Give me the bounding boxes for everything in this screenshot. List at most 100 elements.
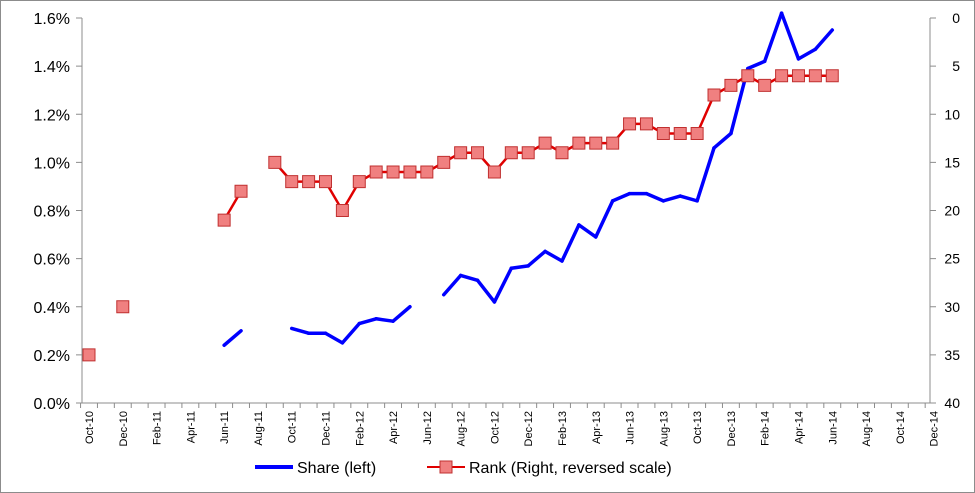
left-tick-label: 0.6% xyxy=(34,252,70,269)
rank-point xyxy=(116,300,130,314)
x-tick-label: Aug-12 xyxy=(456,411,468,446)
x-tick-label: Feb-14 xyxy=(760,411,772,446)
series-0-segment xyxy=(458,273,480,283)
rank-point xyxy=(589,136,603,150)
rank-point xyxy=(403,165,417,179)
x-tick-label: Oct-11 xyxy=(287,411,299,443)
series-0-segment xyxy=(222,329,243,347)
x-tick-label: Apr-12 xyxy=(388,411,400,444)
series-layer xyxy=(82,11,839,362)
series-0-segment xyxy=(796,47,818,61)
rank-point xyxy=(724,78,738,92)
series-0-segment xyxy=(374,317,395,323)
right-tick-label: 30 xyxy=(944,299,960,315)
rank-point xyxy=(234,184,248,198)
x-tick-label: Jun-12 xyxy=(422,411,434,445)
x-tick-label: Oct-12 xyxy=(489,411,501,444)
legend-rank-swatch-marker xyxy=(439,460,453,474)
left-tick-label: 0.4% xyxy=(34,300,70,317)
series-0-segment xyxy=(340,321,362,345)
right-tick-label: 20 xyxy=(944,203,960,219)
series-0-segment xyxy=(746,59,767,71)
rank-point xyxy=(352,175,366,189)
x-tick-label: Apr-13 xyxy=(591,411,603,444)
rank-point xyxy=(268,155,282,169)
rank-point xyxy=(454,146,468,160)
x-axis-ticks: Oct-10 Dec-10 Feb-11 Apr-11 Jun-11 Aug-11 Oct-… xyxy=(80,403,941,446)
rank-point xyxy=(758,78,772,92)
right-tick-label: 15 xyxy=(944,154,960,170)
series-0-segment xyxy=(610,191,632,203)
right-tick-label: 10 xyxy=(944,106,960,122)
rank-point xyxy=(302,175,316,189)
x-tick-label: Oct-10 xyxy=(84,411,96,444)
series-0-segment xyxy=(695,146,716,203)
x-tick-label: Aug-11 xyxy=(253,411,265,446)
rank-point xyxy=(808,69,822,83)
x-tick-label: Aug-14 xyxy=(861,411,873,446)
left-tick-label: 1.6% xyxy=(34,11,70,28)
rank-point xyxy=(639,117,653,131)
rank-point xyxy=(82,348,96,362)
right-tick-label: 5 xyxy=(952,58,960,74)
series-0-segment xyxy=(678,194,699,203)
rank-point xyxy=(504,146,518,160)
x-tick-label: Dec-14 xyxy=(929,411,941,446)
rank-point xyxy=(487,165,501,179)
x-tick-label: Feb-11 xyxy=(152,411,164,445)
series-0-segment xyxy=(289,326,311,335)
rank-point xyxy=(420,165,434,179)
rank-point xyxy=(707,88,721,102)
series-1-group xyxy=(82,69,839,362)
rank-point xyxy=(775,69,789,83)
x-tick-label: Dec-13 xyxy=(726,411,738,446)
x-tick-label: Feb-13 xyxy=(557,411,569,446)
x-tick-label: Aug-13 xyxy=(658,411,670,446)
rank-point xyxy=(741,69,755,83)
rank-point xyxy=(606,136,620,150)
series-0-segment xyxy=(475,278,497,304)
x-tick-label: Dec-11 xyxy=(320,411,332,446)
right-tick-label: 25 xyxy=(944,251,960,267)
left-tick-label: 0.0% xyxy=(34,396,70,413)
rank-point xyxy=(572,136,586,150)
x-tick-label: Jun-14 xyxy=(827,411,839,445)
series-0-segment xyxy=(391,305,412,323)
series-0-segment xyxy=(543,249,564,263)
rank-point xyxy=(673,127,687,140)
left-tick-label: 0.2% xyxy=(34,348,70,365)
series-0-segment xyxy=(644,191,666,203)
x-tick-label: Jun-11 xyxy=(219,411,231,444)
rank-point xyxy=(690,127,704,140)
series-0-segment xyxy=(509,264,530,270)
left-tick-label: 1.2% xyxy=(34,107,70,124)
rank-point xyxy=(825,69,839,83)
left-axis-ticks: 0.0% 0.2% 0.4% 0.6% 0.8% 1.0% 1.2% 1.4% 1.6% xyxy=(34,11,82,413)
series-0-segment xyxy=(661,194,682,203)
x-tick-label: Feb-12 xyxy=(354,411,366,446)
left-tick-label: 1.0% xyxy=(34,155,70,172)
x-tick-label: Oct-13 xyxy=(692,411,704,444)
rank-point xyxy=(285,175,299,189)
series-0-group xyxy=(222,11,835,347)
legend-share-label: Share (left) xyxy=(297,460,376,477)
series-0-segment xyxy=(560,223,581,263)
rank-point xyxy=(555,146,569,160)
rank-point xyxy=(538,136,552,150)
rank-point xyxy=(623,117,637,131)
x-tick-label: Apr-14 xyxy=(793,411,805,444)
right-axis-ticks: 0 5 10 15 20 25 30 35 40 xyxy=(930,10,960,411)
rank-point xyxy=(437,155,451,169)
series-0-segment xyxy=(577,223,598,239)
series-0-segment xyxy=(526,249,547,268)
series-0-segment xyxy=(594,199,615,239)
right-tick-label: 35 xyxy=(944,347,960,363)
series-0-segment xyxy=(441,273,463,297)
x-tick-label: Dec-12 xyxy=(523,411,535,446)
rank-point xyxy=(386,165,400,179)
rank-point xyxy=(369,165,383,179)
series-0-segment xyxy=(357,317,378,326)
x-tick-label: Jun-13 xyxy=(625,411,637,445)
rank-point xyxy=(656,127,670,140)
